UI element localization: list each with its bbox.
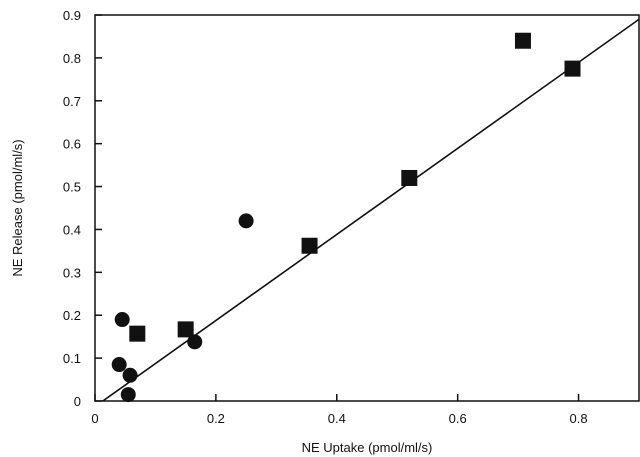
x-tick-label: 0.6 — [449, 411, 467, 426]
x-tick-label: 0.8 — [570, 411, 588, 426]
regression-line — [101, 18, 639, 401]
x-axis-label: NE Uptake (pmol/ml/s) — [302, 440, 433, 455]
x-tick-label: 0 — [91, 411, 98, 426]
square-data-point — [301, 237, 318, 254]
circle-data-point — [187, 334, 203, 350]
square-data-point — [514, 32, 531, 49]
square-data-point — [129, 325, 146, 342]
square-data-point — [401, 169, 418, 186]
y-tick-label: 0.6 — [63, 137, 81, 152]
y-tick-label: 0.7 — [63, 94, 81, 109]
x-tick-label: 0.2 — [207, 411, 225, 426]
square-data-point — [177, 321, 194, 338]
y-tick-label: 0.2 — [63, 308, 81, 323]
plot-frame — [94, 14, 640, 402]
circle-data-point — [114, 312, 130, 328]
y-tick-label: 0.5 — [63, 180, 81, 195]
circle-data-point — [238, 213, 254, 229]
y-tick-label: 0.9 — [63, 8, 81, 23]
y-axis-label: NE Release (pmol/ml/s) — [10, 139, 25, 276]
circle-data-point — [120, 387, 136, 403]
circle-data-point — [111, 357, 127, 373]
y-tick-label: 0.8 — [63, 51, 81, 66]
y-tick-label: 0 — [74, 394, 81, 409]
circle-data-point — [122, 367, 138, 383]
y-tick-label: 0.1 — [63, 351, 81, 366]
x-tick-label: 0.4 — [328, 411, 346, 426]
y-tick-label: 0.3 — [63, 265, 81, 280]
y-tick-label: 0.4 — [63, 222, 81, 237]
square-data-point — [564, 60, 581, 77]
